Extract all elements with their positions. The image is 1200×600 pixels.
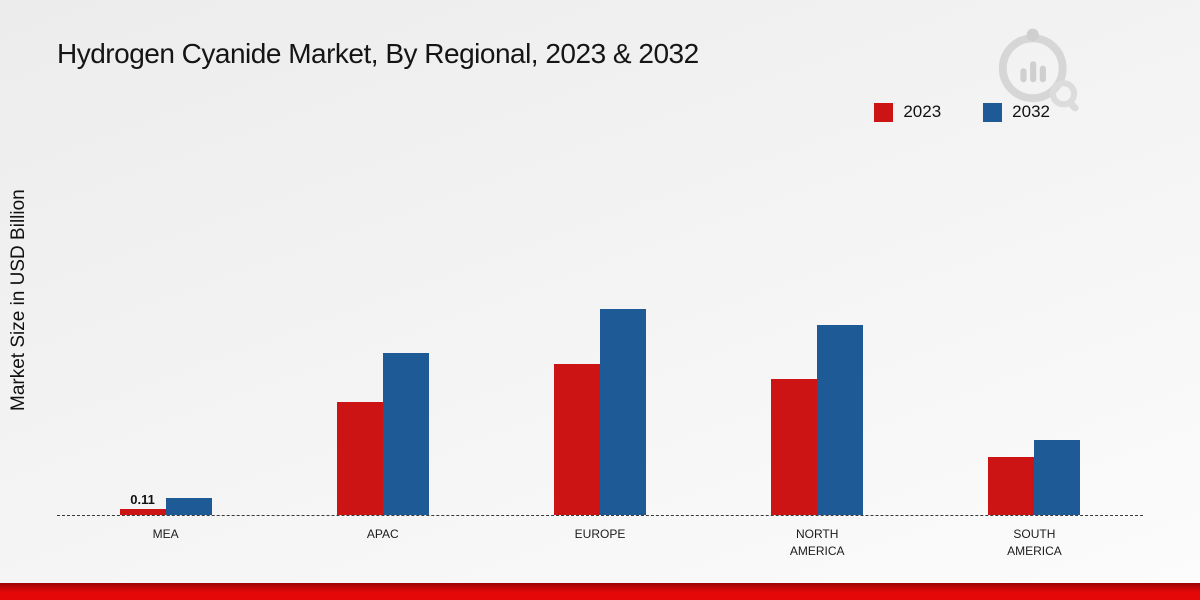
footer-accent-bar	[0, 583, 1200, 600]
brand-logo-icon	[998, 28, 1079, 112]
bars-europe	[554, 309, 646, 515]
bar-slot-2032-apac	[382, 353, 429, 515]
legend-swatch-2032	[983, 102, 1003, 122]
bar-2032-europe	[600, 309, 646, 515]
bar-2032-south-america	[1034, 440, 1081, 515]
brand-logo	[994, 26, 1082, 114]
bar-slot-2023-europe	[554, 364, 600, 515]
legend-item-2023: 2023	[874, 102, 941, 122]
y-axis-label: Market Size in USD Billion	[8, 189, 29, 411]
bar-2032-mea	[165, 498, 212, 515]
bar-slot-2023-mea: 0.11	[119, 492, 166, 515]
category-label-north-america: NORTH AMERICA	[789, 527, 845, 559]
legend-item-2032: 2032	[983, 102, 1050, 122]
chart-title: Hydrogen Cyanide Market, By Regional, 20…	[57, 38, 699, 69]
bar-slot-2023-apac	[336, 402, 383, 515]
legend-label-2023: 2023	[903, 102, 942, 121]
bar-value-label-2023-mea: 0.11	[130, 492, 155, 507]
bar-2023-north-america	[771, 379, 818, 515]
plot-area: 0.11 MEA APAC EUROPE NORTH AMERICA SOUTH AMER…	[57, 100, 1143, 558]
legend: 2023 2032	[874, 102, 1050, 122]
bar-group-south-america: SOUTH AMERICA	[926, 100, 1143, 558]
bar-group-north-america: NORTH AMERICA	[709, 100, 926, 558]
bar-2023-mea	[119, 509, 166, 515]
bar-groups: 0.11 MEA APAC EUROPE NORTH AMERICA SOUTH AMER…	[57, 100, 1143, 558]
bar-2032-north-america	[817, 325, 864, 515]
bar-group-europe: EUROPE	[491, 100, 708, 541]
legend-label-2032: 2032	[1012, 102, 1050, 121]
bar-group-apac: APAC	[274, 100, 491, 541]
bar-slot-2032-mea	[165, 498, 212, 515]
bars-apac	[336, 353, 429, 515]
bars-north-america	[771, 325, 864, 515]
bar-2032-apac	[382, 353, 429, 515]
bar-2023-apac	[336, 402, 383, 515]
category-label-south-america: SOUTH AMERICA	[1007, 527, 1062, 559]
category-label-apac: APAC	[366, 527, 399, 541]
bar-slot-2023-north-america	[771, 379, 818, 515]
bar-2023-south-america	[988, 457, 1035, 515]
category-label-europe: EUROPE	[574, 527, 626, 541]
bars-mea: 0.11	[119, 492, 212, 515]
bar-slot-2023-south-america	[988, 457, 1035, 515]
bar-slot-2032-north-america	[817, 325, 864, 515]
bar-slot-2032-europe	[600, 309, 646, 515]
bar-slot-2032-south-america	[1034, 440, 1081, 515]
x-axis-line	[57, 515, 1143, 516]
bar-group-mea: 0.11 MEA	[57, 100, 274, 541]
bar-2023-europe	[554, 364, 600, 515]
category-label-mea: MEA	[152, 527, 179, 541]
bars-south-america	[988, 440, 1081, 515]
legend-swatch-2023	[874, 102, 894, 122]
